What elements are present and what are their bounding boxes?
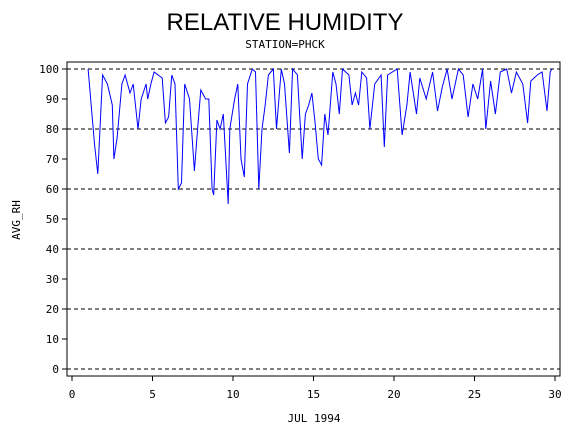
y-tick-label: 20 [46, 303, 59, 316]
x-tick-label: 25 [468, 388, 481, 401]
data-line [87, 67, 553, 205]
x-tick-label: 30 [548, 388, 561, 401]
y-tick-label: 10 [46, 333, 59, 346]
y-tick-label: 100 [39, 63, 59, 76]
x-tick-label: 20 [387, 388, 400, 401]
x-axis-label: JUL 1994 [288, 412, 341, 425]
chart-title: RELATIVE HUMIDITY [167, 9, 404, 36]
y-tick-label: 50 [46, 213, 59, 226]
y-axis-label: AVG_RH [10, 200, 23, 240]
y-tick-label: 30 [46, 273, 59, 286]
x-tick-label: 10 [226, 388, 239, 401]
x-tick-label: 15 [307, 388, 320, 401]
y-tick-label: 80 [46, 123, 59, 136]
x-tick-label: 0 [69, 388, 76, 401]
y-tick-label: 70 [46, 153, 59, 166]
y-tick-label: 40 [46, 243, 59, 256]
y-tick-label: 60 [46, 183, 59, 196]
chart-subtitle: STATION=PHCK [245, 38, 325, 51]
x-tick-label: 5 [149, 388, 156, 401]
y-tick-label: 0 [52, 363, 59, 376]
y-tick-label: 90 [46, 93, 59, 106]
